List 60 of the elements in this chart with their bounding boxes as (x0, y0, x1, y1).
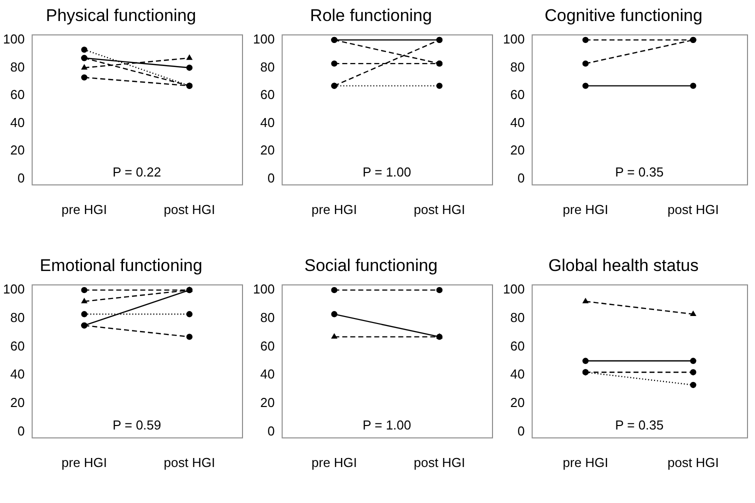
y-tick-label: 60 (260, 87, 275, 102)
chart-title: Social functioning (304, 256, 438, 275)
y-tick-label: 20 (260, 142, 275, 158)
y-tick-label: 0 (267, 170, 275, 186)
y-tick-label: 20 (10, 142, 25, 158)
y-tick-label: 100 (502, 32, 525, 47)
y-tick-label: 100 (252, 282, 275, 297)
y-tick-label: 60 (10, 338, 25, 354)
y-tick-label: 60 (510, 87, 525, 102)
chart-title: Cognitive functioning (544, 6, 702, 25)
y-tick-label: 40 (10, 114, 25, 130)
x-tick-label: pre HGI (312, 202, 358, 217)
y-tick-label: 20 (10, 394, 25, 410)
chart-title: Physical functioning (46, 6, 196, 25)
y-tick-label: 0 (517, 423, 525, 438)
y-tick-label: 80 (260, 59, 275, 74)
y-tick-label: 40 (10, 366, 25, 382)
y-tick-label: 0 (17, 423, 25, 438)
x-tick-label: pre HGI (62, 454, 108, 470)
y-tick-label: 80 (10, 59, 25, 74)
y-tick-label: 40 (260, 366, 275, 382)
y-tick-label: 40 (510, 114, 525, 130)
chart-title: Global health status (548, 256, 699, 275)
y-tick-label: 80 (10, 310, 25, 325)
annotation: P = 0.35 (615, 164, 664, 180)
y-tick-label: 20 (510, 394, 525, 410)
y-tick-label: 20 (260, 394, 275, 410)
y-tick-label: 80 (510, 59, 525, 74)
y-tick-label: 40 (260, 114, 275, 130)
chart-title: Role functioning (310, 6, 432, 25)
y-tick-label: 60 (260, 338, 275, 354)
x-tick-label: pre HGI (62, 202, 108, 217)
y-tick-label: 0 (17, 170, 25, 186)
y-tick-label: 0 (267, 423, 275, 438)
y-tick-label: 100 (502, 282, 525, 297)
x-tick-label: pre HGI (562, 202, 608, 217)
y-tick-label: 80 (510, 310, 525, 325)
annotation: P = 0.22 (112, 164, 162, 180)
x-tick-label: post HGI (414, 454, 466, 470)
y-tick-label: 40 (510, 366, 525, 382)
x-tick-label: post HGI (164, 454, 216, 470)
annotation: P = 0.59 (112, 417, 162, 432)
y-tick-label: 0 (517, 170, 525, 186)
annotation: P = 0.35 (615, 417, 664, 432)
x-tick-label: post HGI (668, 454, 719, 470)
annotation: P = 1.00 (362, 417, 412, 432)
y-tick-label: 20 (510, 142, 525, 158)
x-tick-label: pre HGI (312, 454, 358, 470)
y-tick-label: 60 (10, 87, 25, 102)
y-tick-label: 80 (260, 310, 275, 325)
annotation: P = 1.00 (362, 164, 412, 180)
chart-title: Emotional functioning (40, 256, 202, 275)
y-tick-label: 60 (510, 338, 525, 354)
x-tick-label: post HGI (668, 202, 719, 217)
x-tick-label: post HGI (414, 202, 466, 217)
x-tick-label: pre HGI (562, 454, 608, 470)
y-tick-label: 100 (2, 32, 25, 47)
x-tick-label: post HGI (164, 202, 216, 217)
y-tick-label: 100 (252, 32, 275, 47)
y-tick-label: 100 (2, 282, 25, 297)
